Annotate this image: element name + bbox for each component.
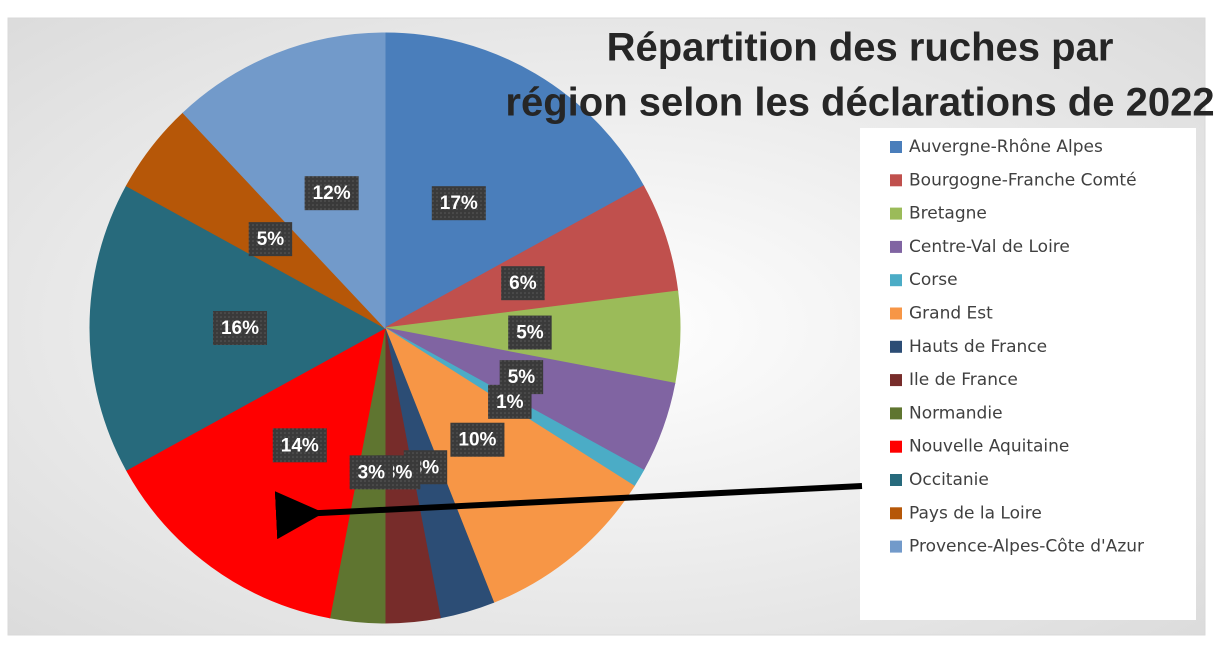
legend-swatch <box>890 540 902 553</box>
legend-label: Nouvelle Aquitaine <box>909 437 1069 457</box>
legend-label: Grand Est <box>909 304 993 324</box>
legend-swatch <box>890 374 902 387</box>
data-label-text: 10% <box>458 430 496 451</box>
data-label-box <box>431 186 486 221</box>
legend-label: Bretagne <box>909 204 987 224</box>
data-label-text: 5% <box>508 367 536 388</box>
legend-swatch <box>890 274 902 287</box>
legend-swatch <box>890 407 902 420</box>
data-label-text: 1% <box>496 392 524 413</box>
data-label-box <box>450 422 505 457</box>
legend: Auvergne-Rhône Alpes Bourgogne-Franche Co… <box>890 137 1144 557</box>
data-label-text: 6% <box>509 273 537 294</box>
chart-title: région selon les déclarations de 2022 <box>505 81 1214 125</box>
legend-label: Auvergne-Rhône Alpes <box>909 137 1103 157</box>
legend-box <box>860 128 1196 620</box>
data-label: 5% <box>508 315 552 350</box>
data-label-box <box>248 222 293 257</box>
data-label: 6% <box>501 266 545 301</box>
data-label: 17% <box>431 186 486 221</box>
data-label-box <box>272 428 327 463</box>
data-label-text: 17% <box>440 193 478 214</box>
data-label-box <box>304 176 359 211</box>
legend-swatch <box>890 207 902 220</box>
data-label-text: 3% <box>358 462 386 483</box>
data-label: 5% <box>248 222 293 257</box>
data-label-box <box>508 315 552 350</box>
arrow <box>274 483 863 540</box>
legend-swatch <box>890 240 902 253</box>
legend-swatch <box>890 141 902 153</box>
legend-swatch <box>890 507 902 520</box>
data-label: 12% <box>304 176 359 211</box>
legend-label: Centre-Val de Loire <box>909 237 1070 257</box>
data-label-text: 14% <box>281 435 319 456</box>
pie: 17%6%5%5%1%10%3%3%3%14%16%5%12% <box>89 32 681 624</box>
data-label: 1% <box>488 384 532 419</box>
data-label-box <box>212 311 268 345</box>
legend-label: Pays de la Loire <box>909 503 1042 523</box>
legend-swatch <box>890 474 902 486</box>
data-label-text: 5% <box>516 323 544 344</box>
data-label: 10% <box>450 422 505 457</box>
legend-label: Normandie <box>909 403 1003 423</box>
data-label-box <box>349 455 394 490</box>
legend-label: Corse <box>909 270 958 290</box>
data-label: 16% <box>212 311 268 345</box>
legend-swatch <box>890 174 902 187</box>
legend-label: Hauts de France <box>909 337 1047 357</box>
pie-slice <box>182 32 386 330</box>
data-label-text: 12% <box>313 183 351 204</box>
legend-label: Ile de France <box>909 370 1018 390</box>
data-label-text: 16% <box>221 318 259 339</box>
data-label: 14% <box>272 428 327 463</box>
legend-label: Occitanie <box>909 470 989 490</box>
chart-title: Répartition des ruches par <box>607 26 1114 70</box>
data-label: 3% <box>349 455 394 490</box>
data-label-box <box>488 384 532 419</box>
legend-label: Provence-Alpes-Côte d'Azur <box>909 537 1144 557</box>
pie-slice <box>384 32 645 329</box>
data-label-box <box>501 266 545 301</box>
legend-label: Bourgogne-Franche Comté <box>909 170 1137 190</box>
legend-swatch <box>890 440 902 453</box>
legend-swatch <box>890 340 902 353</box>
legend-swatch <box>890 307 902 320</box>
pie-slice <box>125 327 386 619</box>
data-label-text: 5% <box>257 229 285 250</box>
